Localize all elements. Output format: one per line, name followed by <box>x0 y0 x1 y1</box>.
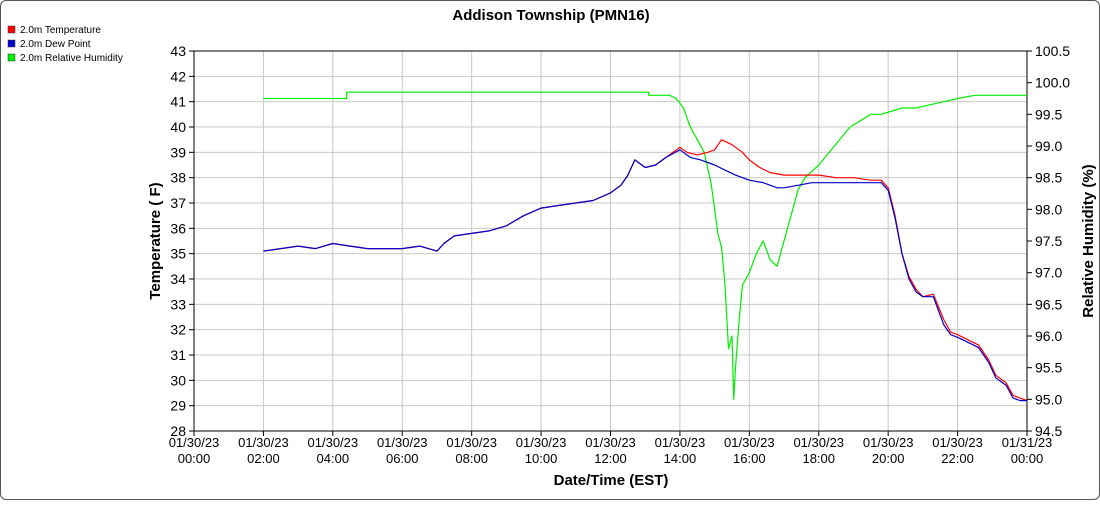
x-tick-time-label: 12:00 <box>594 451 627 466</box>
y-tick-label-left: 39 <box>170 144 186 160</box>
x-tick-time-label: 06:00 <box>386 451 419 466</box>
x-tick-time-label: 22:00 <box>941 451 974 466</box>
legend-label: 2.0m Dew Point <box>20 39 91 50</box>
y-tick-label-right: 95.0 <box>1035 391 1062 407</box>
x-tick-date-label: 01/30/23 <box>169 435 220 450</box>
x-tick-time-label: 10:00 <box>525 451 558 466</box>
y-tick-label-right: 97.5 <box>1035 233 1062 249</box>
x-tick-time-label: 02:00 <box>247 451 280 466</box>
x-tick-date-label: 01/30/23 <box>793 435 844 450</box>
y-axis-label-left: Temperature ( F) <box>147 182 164 299</box>
y-tick-label-right: 98.5 <box>1035 170 1062 186</box>
y-tick-label-left: 30 <box>170 372 186 388</box>
series-layer <box>263 91 1028 402</box>
y-tick-label-left: 29 <box>170 398 186 414</box>
y-tick-label-left: 41 <box>170 94 186 110</box>
y-tick-label-right: 95.5 <box>1035 360 1062 376</box>
x-tick-date-label: 01/30/23 <box>516 435 567 450</box>
y-tick-label-left: 32 <box>170 322 186 338</box>
legend-swatch <box>7 39 16 48</box>
y-tick-label-left: 37 <box>170 195 186 211</box>
x-tick-date-label: 01/31/23 <box>1002 435 1053 450</box>
y-tick-label-left: 42 <box>170 68 186 84</box>
series-line-2-0m-relative-humidity <box>263 91 1027 400</box>
x-tick-date-label: 01/30/23 <box>655 435 706 450</box>
y-tick-label-left: 43 <box>170 43 186 59</box>
y-axis-left-ticks: 28 29 30 31 32 33 34 35 36 37 38 39 40 41 42 43 <box>170 43 194 439</box>
y-tick-label-right: 100.0 <box>1035 75 1070 91</box>
y-tick-label-left: 31 <box>170 347 186 363</box>
y-tick-label-right: 99.5 <box>1035 106 1062 122</box>
series-line-2-0m-dew-point <box>263 149 1027 402</box>
y-axis-right-ticks: 94.5 95.0 95.5 96.0 96.5 97.0 97.5 98.0 98.5 99.0… <box>1027 43 1070 439</box>
y-tick-label-left: 34 <box>170 271 186 287</box>
x-tick-time-label: 00:00 <box>178 451 211 466</box>
legend-swatch <box>7 25 16 34</box>
legend-label: 2.0m Temperature <box>20 25 101 36</box>
y-tick-label-right: 94.5 <box>1035 423 1062 439</box>
y-tick-label-right: 97.0 <box>1035 265 1062 281</box>
x-tick-time-label: 18:00 <box>802 451 835 466</box>
x-tick-date-label: 01/30/23 <box>446 435 497 450</box>
y-tick-label-right: 100.5 <box>1035 43 1070 59</box>
legend: 2.0m Temperature 2.0m Dew Point 2.0m Relat… <box>7 25 123 64</box>
x-tick-time-label: 08:00 <box>455 451 488 466</box>
x-tick-date-label: 01/30/23 <box>238 435 289 450</box>
x-tick-date-label: 01/30/23 <box>863 435 914 450</box>
x-tick-time-label: 00:00 <box>1011 451 1044 466</box>
x-tick-time-label: 20:00 <box>872 451 905 466</box>
y-tick-label-right: 96.0 <box>1035 328 1062 344</box>
x-tick-time-label: 16:00 <box>733 451 766 466</box>
x-tick-date-label: 01/30/23 <box>724 435 775 450</box>
y-tick-label-left: 40 <box>170 119 186 135</box>
x-tick-time-label: 04:00 <box>317 451 350 466</box>
x-axis-ticks: 01/30/2300:0001/30/2302:0001/30/2304:000… <box>169 431 1053 466</box>
y-tick-label-left: 35 <box>170 246 186 262</box>
y-tick-label-left: 33 <box>170 296 186 312</box>
x-tick-date-label: 01/30/23 <box>932 435 983 450</box>
chart-title: Addison Township (PMN16) <box>452 7 649 24</box>
y-tick-label-right: 98.0 <box>1035 201 1062 217</box>
x-tick-date-label: 01/30/23 <box>377 435 428 450</box>
x-tick-date-label: 01/30/23 <box>585 435 636 450</box>
y-tick-label-left: 38 <box>170 170 186 186</box>
y-tick-label-right: 99.0 <box>1035 138 1062 154</box>
series-line-2-0m-temperature <box>263 139 1028 402</box>
y-tick-label-right: 96.5 <box>1035 296 1062 312</box>
x-tick-time-label: 14:00 <box>664 451 697 466</box>
y-tick-label-left: 36 <box>170 220 186 236</box>
y-tick-label-left: 28 <box>170 423 186 439</box>
x-axis-label: Date/Time (EST) <box>554 472 669 489</box>
legend-label: 2.0m Relative Humidity <box>20 53 123 64</box>
x-tick-date-label: 01/30/23 <box>308 435 359 450</box>
legend-swatch <box>7 53 16 62</box>
y-axis-label-right: Relative Humidity (%) <box>1080 164 1097 317</box>
